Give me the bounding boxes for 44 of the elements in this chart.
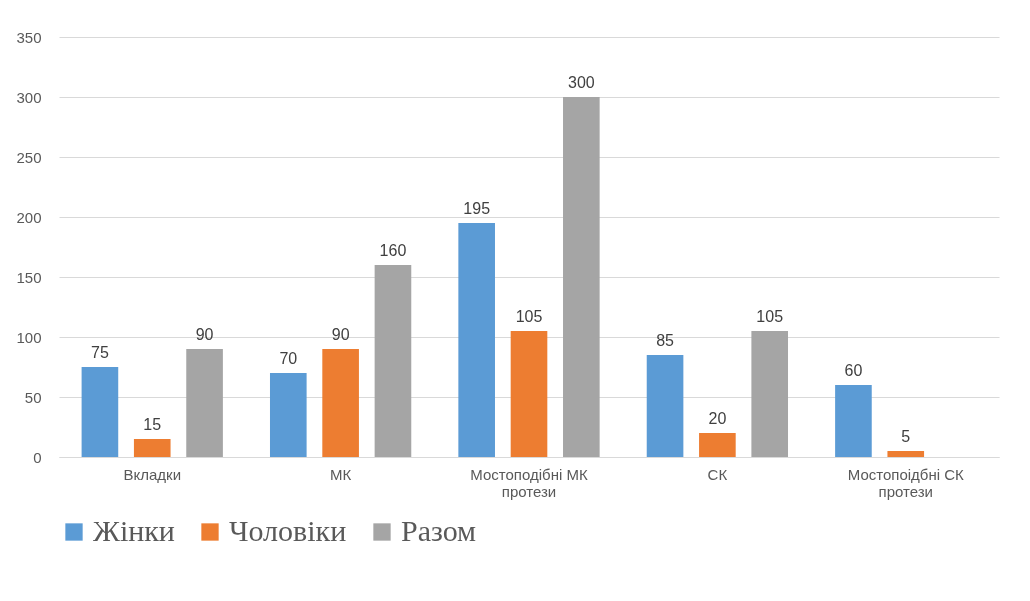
- y-tick-label: 250: [16, 148, 42, 166]
- data-label: 60: [844, 362, 863, 379]
- data-label: 105: [756, 308, 784, 325]
- legend-label: Жінки: [93, 514, 175, 547]
- bar: [646, 355, 684, 457]
- y-tick-label: 300: [16, 88, 42, 106]
- x-tick-label: Мостоподібні МК протези: [470, 465, 588, 500]
- x-tick-label: СК: [707, 465, 728, 483]
- y-tick-label: 0: [33, 448, 42, 466]
- y-tick-label: 350: [16, 28, 42, 46]
- bar: [458, 223, 495, 457]
- bar: [322, 349, 359, 457]
- bar: [133, 439, 171, 457]
- y-tick-label: 50: [24, 388, 42, 406]
- legend-label: Разом: [401, 514, 477, 547]
- bar: [699, 433, 736, 457]
- bar: [510, 331, 548, 457]
- x-tick-label: Мостопоідбні СК протези: [847, 465, 965, 500]
- data-label: 90: [331, 326, 350, 343]
- bar: [81, 367, 119, 457]
- bar: [186, 349, 223, 457]
- y-tick-label: 200: [16, 208, 42, 226]
- bar: [269, 373, 307, 457]
- data-label: 300: [567, 74, 595, 91]
- data-label: 5: [901, 428, 911, 445]
- bar: [835, 385, 872, 457]
- data-label: 85: [656, 332, 675, 349]
- bar: [751, 331, 789, 457]
- bar: [563, 97, 600, 457]
- y-tick-label: 150: [16, 268, 42, 286]
- data-label: 75: [91, 344, 109, 361]
- legend-label: Чоловіки: [229, 514, 347, 547]
- data-label: 90: [195, 326, 214, 343]
- bar: [374, 265, 412, 457]
- data-label: 160: [379, 242, 407, 259]
- y-tick-label: 100: [16, 328, 42, 346]
- x-tick-label: МК: [330, 465, 352, 483]
- data-label: 105: [515, 308, 543, 325]
- x-tick-label: Вкладки: [123, 465, 182, 483]
- data-label: 15: [143, 416, 162, 433]
- data-label: 195: [463, 200, 491, 217]
- data-label: 20: [708, 410, 727, 427]
- data-label: 70: [279, 350, 298, 367]
- bar: [887, 451, 925, 457]
